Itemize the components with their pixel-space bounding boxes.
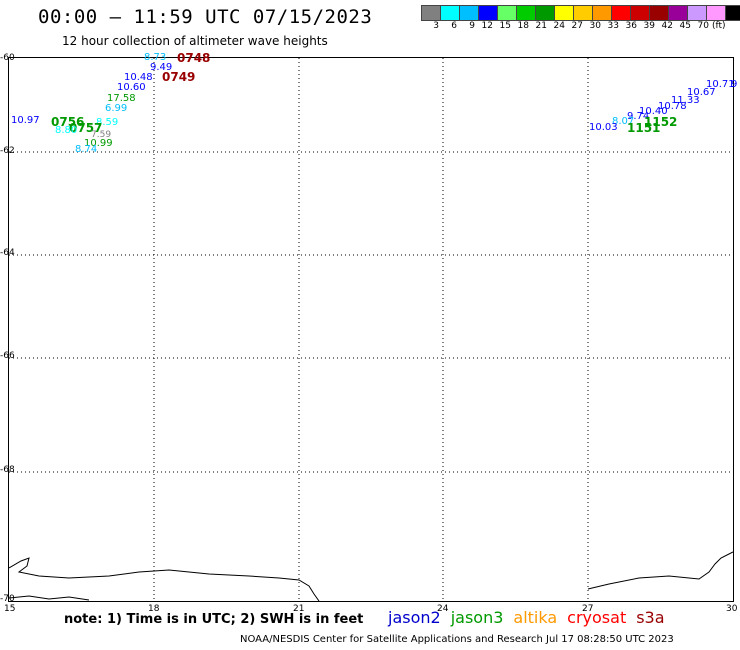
wave-height-label: 8.74 (75, 144, 98, 155)
wave-height-label: 10.99 (84, 138, 113, 149)
wave-height-label: 0756 (51, 115, 85, 129)
x-label-24: 24 (437, 604, 449, 614)
legend-swatch (725, 5, 740, 21)
x-label-27: 27 (582, 604, 594, 614)
wave-height-label: 10.67 (687, 87, 716, 98)
legend-label: 21 (535, 21, 547, 31)
satellite-altika: altika (513, 608, 558, 627)
legend-swatch (440, 5, 460, 21)
legend-swatch (706, 5, 726, 21)
legend-label: 33 (607, 21, 619, 31)
color-scale-labels: 3 6 9 12 15 18 21 24 27 30 33 36 39 42 45 70 (ft) (421, 21, 734, 31)
x-label-18: 18 (148, 604, 160, 614)
legend-label: 42 (661, 21, 673, 31)
legend-swatch (573, 5, 593, 21)
map-plot-area: 8.73 0748 9.49 10.48 0749 10.60 17.58 6.99 10.97… (8, 51, 738, 602)
legend-label: 70 (697, 21, 709, 31)
satellite-jason3: jason3 (450, 608, 504, 627)
wave-height-label: 1151 (627, 121, 661, 135)
wave-height-label: 10.40 (639, 106, 668, 117)
legend-swatch (554, 5, 574, 21)
wave-height-label: 10.60 (117, 82, 146, 93)
page-title: 00:00 – 11:59 UTC 07/15/2023 (38, 6, 373, 28)
legend-label: 45 (679, 21, 691, 31)
y-label-70: -70 (0, 594, 15, 604)
wave-height-label: 7.59 (91, 130, 112, 140)
wave-height-label: 0749 (162, 70, 196, 84)
satellite-legend: jason2 jason3 altika cryosat s3a (388, 608, 665, 627)
y-label-66: -66 (0, 351, 15, 361)
satellite-cryosat: cryosat (567, 608, 627, 627)
legend-label: 15 (499, 21, 511, 31)
wave-height-label: 0748 (177, 51, 211, 65)
x-label-21: 21 (293, 604, 305, 614)
coastline-bottom (9, 595, 90, 601)
antarctic-coastline (9, 557, 320, 601)
legend-label: 39 (643, 21, 655, 31)
wave-height-label: 10.97 (11, 115, 40, 126)
y-label-60: -60 (0, 53, 15, 63)
antarctic-coastline-east (587, 551, 733, 590)
wave-height-label: 6.99 (105, 103, 128, 114)
legend-label: 30 (589, 21, 601, 31)
credit-line: NOAA/NESDIS Center for Satellite Applica… (240, 634, 674, 645)
wave-height-label: 8.59 (96, 117, 119, 128)
wave-height-label: 17.58 (107, 93, 136, 104)
wave-height-label: 10.71 (706, 79, 735, 90)
legend-swatch (421, 5, 441, 21)
wave-height-label: 1152 (644, 115, 678, 129)
legend-swatch (592, 5, 612, 21)
legend-label: 36 (625, 21, 637, 31)
legend-label: 6 (451, 21, 457, 31)
legend-label: 24 (553, 21, 565, 31)
footnote: note: 1) Time is in UTC; 2) SWH is in fe… (64, 612, 364, 627)
wave-height-label: 8.73 (144, 52, 167, 63)
legend-swatch (649, 5, 669, 21)
legend-swatch (687, 5, 707, 21)
color-scale-legend (421, 5, 740, 21)
wave-height-label: 10.03 (589, 122, 618, 133)
legend-label: (ft) (712, 21, 726, 31)
wave-height-label: 11.33 (671, 95, 700, 106)
legend-swatch (668, 5, 688, 21)
wave-height-label: 10.78 (658, 101, 687, 112)
wave-height-label: 9.74 (627, 111, 650, 122)
y-label-62: -62 (0, 146, 15, 156)
satellite-jason2: jason2 (388, 608, 441, 627)
satellite-s3a: s3a (636, 608, 665, 627)
legend-swatch (516, 5, 536, 21)
grid-lines (9, 58, 733, 601)
legend-label: 9 (469, 21, 475, 31)
wave-height-label: 9 (731, 79, 738, 90)
wave-height-label: 0757 (69, 121, 103, 135)
legend-swatch (478, 5, 498, 21)
page-subtitle: 12 hour collection of altimeter wave hei… (62, 34, 328, 48)
legend-swatch (535, 5, 555, 21)
legend-label: 27 (571, 21, 583, 31)
wave-height-label: 10.48 (124, 72, 153, 83)
legend-swatch (497, 5, 517, 21)
legend-label: 12 (481, 21, 493, 31)
wave-height-label: 8.07 (612, 116, 635, 127)
legend-swatch (459, 5, 479, 21)
legend-label: 18 (517, 21, 529, 31)
legend-label: 3 (433, 21, 439, 31)
x-label-15: 15 (4, 604, 16, 614)
legend-swatch (630, 5, 650, 21)
x-label-30: 30 (726, 604, 738, 614)
wave-height-label: 8.80 (55, 125, 78, 136)
map-canvas (9, 58, 733, 601)
wave-height-label: 9.49 (150, 62, 173, 73)
y-label-68: -68 (0, 465, 15, 475)
y-label-64: -64 (0, 248, 15, 258)
legend-swatch (611, 5, 631, 21)
